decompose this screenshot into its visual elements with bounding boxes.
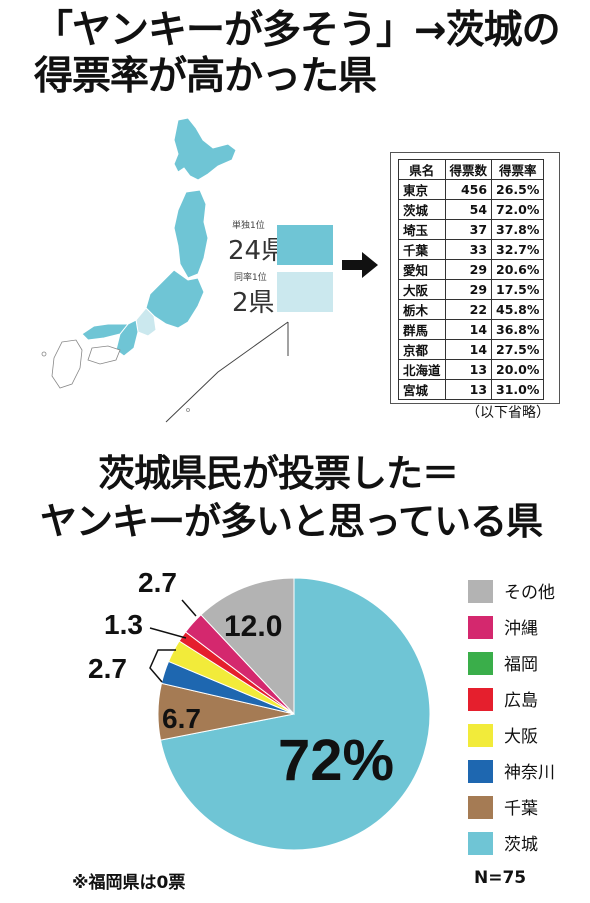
table-cell-votes: 14 xyxy=(444,339,493,360)
legend-label: 沖縄 xyxy=(504,619,538,639)
table-cell-rate: 45.8% xyxy=(491,299,545,320)
footnote: ※福岡県は0票 xyxy=(72,873,186,893)
ranking-table: 県名 得票数 得票率 東京 456 26.5% 茨城 54 72.0% 埼玉 37 37.8… xyxy=(398,159,545,400)
legend-label: その他 xyxy=(504,583,555,603)
legend-swatch xyxy=(468,760,493,783)
table-header-row: 県名 得票数 得票率 xyxy=(398,159,545,180)
legend-tied-small: 同率1位 xyxy=(234,273,267,283)
table-cell-votes: 33 xyxy=(444,239,493,260)
legend-single-small: 単独1位 xyxy=(232,221,265,231)
table-note: （以下省略） xyxy=(466,405,550,421)
table-header: 得票率 xyxy=(491,159,545,180)
legend-tied-count: 2県 xyxy=(232,288,275,318)
map-chugoku xyxy=(81,323,130,341)
legend-swatch xyxy=(468,652,493,675)
table-cell-rate: 17.5% xyxy=(491,279,545,300)
table-cell-votes: 22 xyxy=(444,299,493,320)
table-cell-votes: 54 xyxy=(444,199,493,220)
table-header: 得票数 xyxy=(444,159,493,180)
data-label-kanagawa-osaka: 2.7 xyxy=(88,653,127,684)
table-cell-pref: 千葉 xyxy=(398,239,446,260)
legend-swatch xyxy=(468,796,493,819)
legend-swatch xyxy=(468,688,493,711)
leader-line-hiroshima xyxy=(149,627,187,639)
table-cell-votes: 13 xyxy=(444,379,493,400)
data-label-other: 12.0 xyxy=(224,610,282,643)
table-row: 茨城 54 72.0% xyxy=(398,199,545,220)
legend-swatch xyxy=(468,724,493,747)
table-cell-pref: 東京 xyxy=(398,179,446,200)
table-cell-votes: 37 xyxy=(444,219,493,240)
map-kanto-chubu xyxy=(145,269,205,329)
table-cell-pref: 北海道 xyxy=(398,359,446,380)
table-row: 大阪 29 17.5% xyxy=(398,279,545,300)
table-cell-rate: 26.5% xyxy=(491,179,545,200)
table-cell-rate: 20.0% xyxy=(491,359,545,380)
table-cell-pref: 愛知 xyxy=(398,259,446,280)
data-label-ibaraki: 72% xyxy=(278,728,394,793)
data-label-hiroshima: 1.3 xyxy=(104,609,143,640)
table-cell-pref: 栃木 xyxy=(398,299,446,320)
pie-chart: 2.7 1.3 2.7 6.7 12.0 72% xyxy=(88,567,431,851)
legend-swatch xyxy=(468,580,493,603)
table-cell-rate: 37.8% xyxy=(491,219,545,240)
table-cell-rate: 31.0% xyxy=(491,379,545,400)
map-hokkaido xyxy=(173,117,237,181)
table-cell-rate: 20.6% xyxy=(491,259,545,280)
legend-label: 広島 xyxy=(504,691,538,711)
table-row: 愛知 29 20.6% xyxy=(398,259,545,280)
table-row: 京都 14 27.5% xyxy=(398,339,545,360)
table-cell-pref: 京都 xyxy=(398,339,446,360)
map-okinawa-inset xyxy=(165,321,289,423)
table-row: 群馬 14 36.8% xyxy=(398,319,545,340)
data-label-chiba: 6.7 xyxy=(162,703,201,734)
legend-label: 大阪 xyxy=(504,727,538,747)
map-kyushu xyxy=(51,339,83,389)
legend-swatch xyxy=(468,832,493,855)
table-frame xyxy=(390,152,560,404)
table-cell-votes: 14 xyxy=(444,319,493,340)
table-header: 県名 xyxy=(398,159,446,180)
sample-size: N=75 xyxy=(474,868,527,888)
table-cell-rate: 72.0% xyxy=(491,199,545,220)
pie-slice-0 xyxy=(159,577,431,851)
legend-label: 神奈川 xyxy=(504,763,555,783)
table-cell-rate: 27.5% xyxy=(491,339,545,360)
legend-label: 千葉 xyxy=(504,799,538,819)
right-arrow-icon xyxy=(342,252,378,278)
data-label-okinawa: 2.7 xyxy=(138,567,177,598)
legend-swatch xyxy=(468,616,493,639)
table-row: 千葉 33 32.7% xyxy=(398,239,545,260)
map-tohoku xyxy=(173,189,209,279)
title-line-1: 「ヤンキーが多そう」→茨城の xyxy=(34,8,561,53)
leader-line-okinawa xyxy=(181,599,197,617)
subtitle-line-1: 茨城県民が投票した＝ xyxy=(98,452,459,495)
subtitle-line-2: ヤンキーが多いと思っている県 xyxy=(40,500,543,543)
title-line-2: 得票率が高かった県 xyxy=(34,54,377,99)
table-cell-rate: 32.7% xyxy=(491,239,545,260)
table-cell-rate: 36.8% xyxy=(491,319,545,340)
table-cell-votes: 29 xyxy=(444,279,493,300)
table-row: 北海道 13 20.0% xyxy=(398,359,545,380)
japan-map xyxy=(41,117,289,423)
table-row: 東京 456 26.5% xyxy=(398,179,545,200)
table-cell-pref: 宮城 xyxy=(398,379,446,400)
legend-label: 福岡 xyxy=(504,655,538,675)
table-cell-pref: 茨城 xyxy=(398,199,446,220)
table-cell-pref: 大阪 xyxy=(398,279,446,300)
table-row: 栃木 22 45.8% xyxy=(398,299,545,320)
table-cell-votes: 13 xyxy=(444,359,493,380)
legend-tied-swatch xyxy=(277,272,333,312)
map-shikoku xyxy=(87,345,121,365)
legend-label: 茨城 xyxy=(504,835,538,855)
table-row: 埼玉 37 37.8% xyxy=(398,219,545,240)
pie-slice-7 xyxy=(200,577,295,716)
table-cell-votes: 456 xyxy=(444,179,493,200)
table-cell-pref: 群馬 xyxy=(398,319,446,340)
table-row: 宮城 13 31.0% xyxy=(398,379,545,400)
table-cell-pref: 埼玉 xyxy=(398,219,446,240)
legend-single-swatch xyxy=(277,225,333,265)
table-cell-votes: 29 xyxy=(444,259,493,280)
leader-line-kanagawa-osaka xyxy=(149,649,176,683)
